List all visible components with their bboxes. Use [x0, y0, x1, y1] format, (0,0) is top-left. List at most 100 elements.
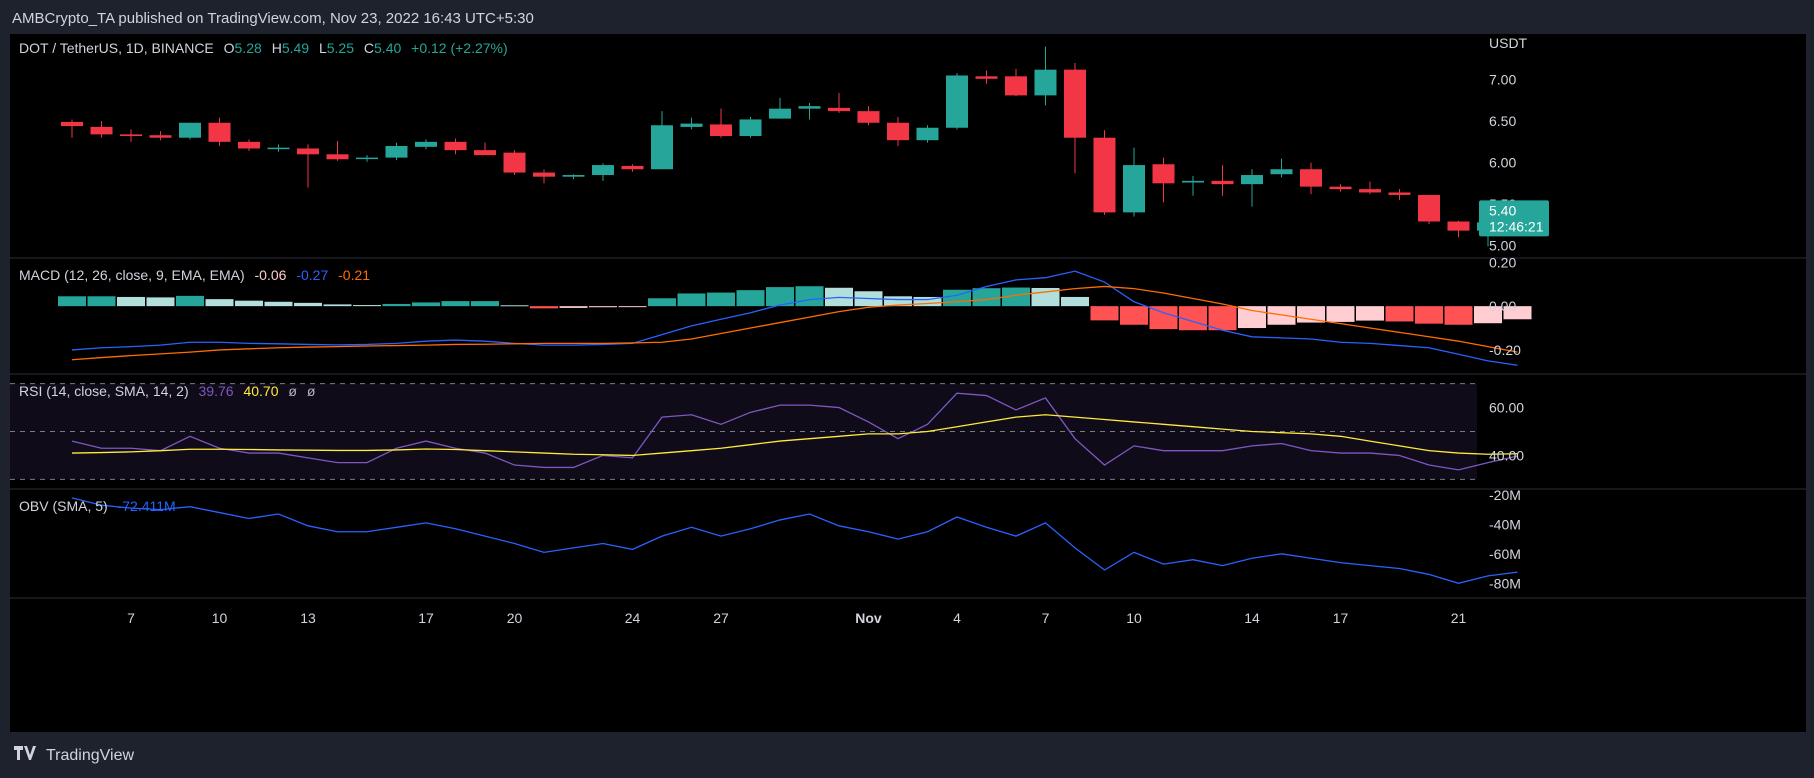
macd-title: MACD (12, 26, close, 9, EMA, EMA)	[19, 267, 245, 283]
obv-line	[71, 497, 1518, 584]
candle-up	[1270, 169, 1293, 175]
time-tick-label: 27	[713, 610, 729, 626]
time-tick-label: 4	[953, 610, 961, 626]
open-label: O	[223, 40, 235, 56]
candle-down	[208, 122, 231, 142]
chart-svg[interactable]: 7.006.506.005.505.00USDT5.4012:46:210.20…	[10, 34, 1806, 732]
time-tick-label: 10	[1126, 610, 1142, 626]
macd-histogram-bar	[1385, 306, 1414, 322]
macd-histogram-bar	[87, 296, 116, 307]
macd-histogram-bar	[176, 295, 204, 307]
candle-down	[297, 148, 319, 155]
candle-down	[1152, 164, 1175, 184]
low-label: L	[318, 40, 327, 56]
time-tick-label: 14	[1244, 610, 1260, 626]
candle-up	[1123, 165, 1145, 213]
macd-pane[interactable]	[58, 270, 1532, 366]
candle-up	[592, 165, 614, 176]
grid-layer	[10, 257, 1806, 599]
time-tick-label: 7	[127, 610, 135, 626]
candle-down	[710, 124, 732, 137]
open-value: 5.28	[234, 40, 262, 56]
macd-histogram-bar	[353, 305, 381, 307]
macd-histogram-bar	[294, 302, 322, 307]
candle-down	[149, 135, 172, 138]
candle-down	[1359, 189, 1381, 193]
candle-down	[533, 172, 555, 177]
time-tick-label: Nov	[855, 610, 882, 626]
candle-down	[444, 141, 467, 151]
price-tick-label: 5.00	[1489, 238, 1516, 254]
macd-line-value: -0.27	[296, 267, 329, 283]
candle-down	[621, 165, 644, 170]
macd-histogram-bar	[559, 306, 588, 308]
candle-up	[798, 106, 821, 109]
obv-tick-label: -80M	[1489, 575, 1521, 591]
price-pane[interactable]	[61, 46, 1529, 247]
chart-area[interactable]: 7.006.506.005.505.00USDT5.4012:46:210.20…	[10, 34, 1806, 732]
macd-histogram-bar	[795, 286, 824, 307]
rsi-pane[interactable]	[10, 383, 1518, 480]
time-tick-label: 13	[300, 610, 316, 626]
macd-histogram-bar	[235, 300, 263, 307]
candle-down	[1093, 137, 1116, 213]
macd-histogram-bar	[1326, 306, 1355, 322]
axes-layer: 7.006.506.005.505.00USDT5.4012:46:210.20…	[127, 35, 1549, 626]
candle-up	[916, 127, 939, 141]
macd-hist-value: -0.06	[254, 267, 287, 283]
candle-up	[769, 108, 791, 119]
candle-down	[1300, 169, 1322, 187]
candle-down	[474, 150, 496, 156]
obv-value: -72.411M	[117, 498, 176, 514]
candle-down	[1388, 192, 1411, 195]
rsi-line	[71, 392, 1518, 471]
rsi-legend: RSI (14, close, SMA, 14, 2) 39.76 40.70 …	[19, 383, 321, 399]
obv-tick-label: -60M	[1489, 546, 1521, 562]
macd-histogram-bar	[117, 296, 145, 307]
macd-histogram-bar	[205, 299, 234, 307]
macd-histogram-bar	[677, 293, 706, 307]
rsi-title: RSI (14, close, SMA, 14, 2)	[19, 383, 189, 399]
obv-pane[interactable]	[71, 497, 1518, 584]
candle-up	[946, 75, 968, 128]
time-tick-label: 24	[625, 610, 641, 626]
rsi-extra-2: ø	[306, 383, 316, 399]
time-tick-label: 7	[1042, 610, 1050, 626]
close-label: C	[363, 40, 375, 56]
obv-tick-label: -40M	[1489, 516, 1521, 532]
candle-down	[1211, 180, 1234, 185]
macd-histogram-bar	[412, 302, 440, 307]
candle-up	[562, 175, 585, 177]
macd-histogram-bar	[146, 297, 175, 307]
footer: TradingView	[14, 746, 134, 765]
candle-down	[1005, 76, 1027, 96]
macd-histogram-bar	[530, 306, 558, 309]
macd-signal-line	[71, 285, 1518, 361]
macd-histogram-bar	[1474, 306, 1502, 324]
macd-histogram-bar	[1120, 306, 1148, 325]
candle-down	[1447, 221, 1470, 231]
macd-histogram-bar	[1090, 306, 1119, 321]
rsi-extra-1: ø	[288, 383, 297, 399]
macd-histogram-bar	[1002, 287, 1030, 307]
low-value: 5.25	[326, 40, 354, 56]
candle-up	[1182, 180, 1204, 183]
candle-down	[326, 154, 349, 160]
candle-down	[120, 134, 142, 137]
publisher-byline: AMBCrypto_TA published on TradingView.co…	[12, 10, 534, 27]
macd-tick-label: 0.20	[1489, 254, 1516, 270]
rsi-ma-line	[71, 414, 1518, 457]
high-value: 5.49	[281, 40, 310, 56]
rsi-tick-label: 40.00	[1489, 447, 1524, 463]
candle-down	[828, 107, 850, 112]
macd-histogram-bar	[471, 301, 499, 307]
candle-up	[1241, 175, 1263, 185]
macd-histogram-bar	[766, 287, 794, 307]
candle-up	[680, 123, 703, 127]
candle-down	[1064, 69, 1086, 138]
currency-label: USDT	[1489, 35, 1528, 51]
macd-histogram-bar	[58, 296, 86, 307]
candle-up	[1034, 69, 1057, 96]
macd-histogram-bar	[1238, 306, 1266, 329]
candle-up	[267, 147, 290, 150]
